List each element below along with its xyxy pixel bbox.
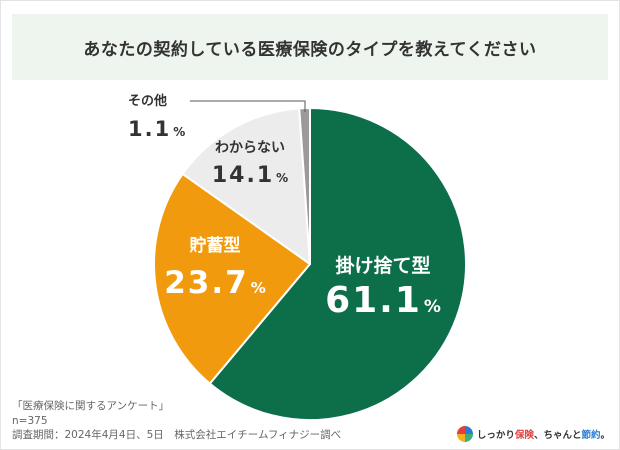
footnote: 「医療保険に関するアンケート」 n=375 調査期間：2024年4月4日、5日 … <box>12 399 341 443</box>
pie-slice-2 <box>153 172 311 385</box>
survey-name: 「医療保険に関するアンケート」 <box>12 400 170 412</box>
slice-label-1: 掛け捨て型 <box>335 254 430 277</box>
title-bar: あなたの契約している医療保険のタイプを教えてください <box>12 14 608 80</box>
brand-logo-icon <box>456 426 473 442</box>
sample-size: n=375 <box>12 414 48 427</box>
slice-value-1: 61.1% <box>325 280 441 321</box>
leader-line <box>190 100 306 112</box>
slice-value-2: 23.7% <box>164 265 266 301</box>
pie-slice-1 <box>208 107 467 421</box>
slice-label-3: わからない <box>215 140 285 156</box>
brand-tagline: しっかり保険、ちゃんと節約。 <box>476 430 610 441</box>
survey-period: 調査期間：2024年4月4日、5日 株式会社エイチームフィナジー調べ <box>12 429 342 441</box>
slice-label-4: その他 <box>128 93 167 109</box>
slice-value-3: 14.1% <box>212 163 288 188</box>
chart-title: あなたの契約している医療保険のタイプを教えてください <box>83 39 537 60</box>
slice-value-4: 1.1% <box>128 117 185 141</box>
slice-label-2: 貯蓄型 <box>190 235 241 256</box>
pie-slice-3 <box>181 107 311 265</box>
brand-logo-area: しっかり保険、ちゃんと節約。 <box>456 426 610 442</box>
